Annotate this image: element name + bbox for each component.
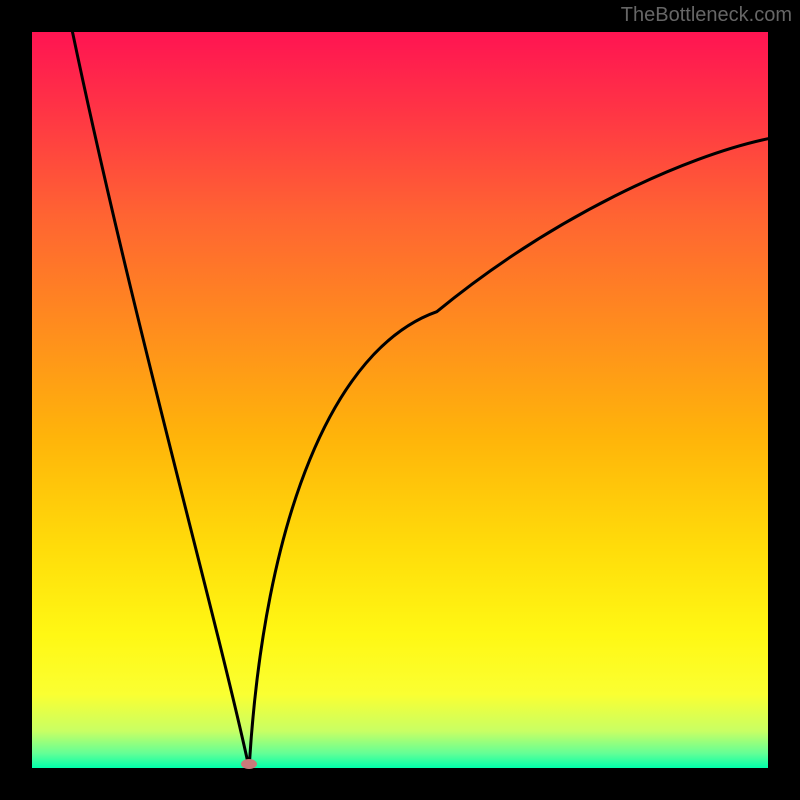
bottleneck-curve	[72, 32, 768, 768]
plot-area	[32, 32, 768, 768]
chart-container: TheBottleneck.com	[0, 0, 800, 800]
curve-layer	[32, 32, 768, 768]
watermark-text: TheBottleneck.com	[621, 4, 792, 27]
